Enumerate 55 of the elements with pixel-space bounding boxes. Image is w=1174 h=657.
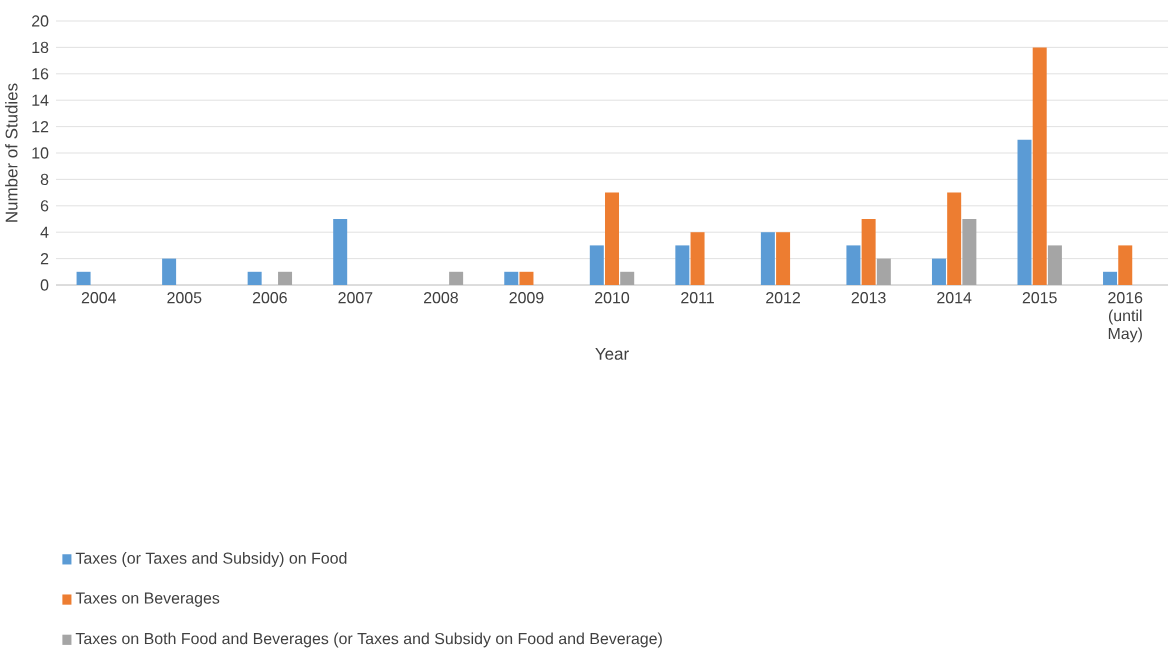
bar (76, 271, 91, 285)
x-tick-label: 2016 (until May) (1108, 292, 1143, 343)
y-tick-label: 16 (32, 68, 49, 80)
y-tick-label: 8 (40, 173, 49, 186)
x-tick-label: 2010 (595, 292, 630, 304)
bar (1017, 139, 1032, 285)
x-tick-label: 2006 (252, 292, 287, 304)
x-axis-title: Year (595, 348, 629, 360)
y-tick-label: 4 (40, 226, 49, 238)
bar (162, 258, 177, 285)
y-tick-label: 20 (32, 15, 49, 27)
bar (1047, 245, 1062, 285)
bar (931, 258, 946, 285)
bar (760, 232, 775, 285)
y-tick-label: 6 (40, 200, 49, 212)
bar (846, 245, 861, 285)
y-tick-label: 10 (32, 147, 49, 159)
bar (1032, 47, 1047, 285)
y-tick-label: 2 (40, 253, 49, 265)
bar (504, 271, 519, 285)
bar (1103, 271, 1118, 285)
bar (1118, 245, 1133, 285)
bar (876, 258, 891, 285)
bar (519, 271, 534, 285)
y-tick-label: 18 (32, 41, 49, 54)
legend-label: Taxes (or Taxes and Subsidy) on Food (75, 552, 347, 567)
x-tick-label: 2004 (81, 292, 117, 304)
x-tick-label: 2012 (766, 292, 800, 304)
x-tick-label: 2013 (851, 292, 886, 304)
y-tick-label: 14 (32, 94, 49, 106)
y-axis-title: Number of Studies (5, 83, 18, 222)
x-tick-label: 2007 (338, 292, 373, 304)
bar (690, 232, 705, 285)
y-tick-label: 12 (32, 121, 49, 133)
x-tick-label: 2008 (424, 292, 458, 304)
bar (620, 271, 635, 285)
bar (449, 271, 464, 285)
bar (278, 271, 293, 285)
legend-label: Taxes on Both Food and Beverages (or Taxes and Subsidy on Food and Beverage) (75, 632, 662, 648)
bar (333, 219, 348, 285)
bar (247, 271, 262, 285)
bar (947, 192, 962, 285)
y-tick-label: 0 (40, 279, 49, 291)
x-tick-label: 2014 (937, 292, 972, 304)
x-tick-label: 2011 (681, 292, 714, 304)
bar (776, 232, 791, 285)
x-tick-label: 2015 (1022, 292, 1057, 304)
legend-label: Taxes on Beverages (75, 592, 220, 607)
x-tick-label: 2005 (167, 292, 202, 304)
bar (589, 245, 604, 285)
bar (605, 192, 620, 285)
bar (861, 219, 876, 285)
x-tick-label: 2009 (509, 292, 544, 304)
bar (675, 245, 690, 285)
bar (962, 219, 977, 285)
